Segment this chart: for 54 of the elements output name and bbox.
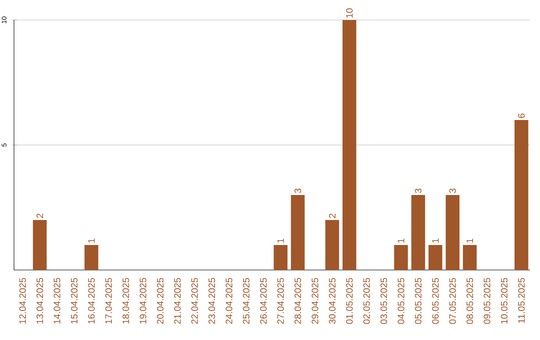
data-label: 1 [398,238,404,243]
data-label: 10 [346,8,353,18]
data-label: 3 [294,188,302,194]
x-tick-label: 23.04.2025 [208,278,216,324]
x-tick-label: 12.04.2025 [19,278,26,324]
x-tick-label: 24.04.2025 [226,278,232,324]
x-tick-label: 10.05.2025 [500,278,508,324]
x-tick-label: 08.05.2025 [466,278,474,324]
data-label: 3 [449,188,456,194]
x-tick-label: 25.04.2025 [242,278,250,324]
x-tick-label: 15.04.2025 [70,278,78,324]
bar [428,245,442,270]
bar [394,245,408,270]
x-tick-label: 16.04.2025 [88,278,95,324]
x-tick-label: 17.04.2025 [105,278,112,324]
x-tick-label: 01.05.2025 [346,278,353,324]
bar [514,120,528,270]
x-tick-label: 19.04.2025 [140,278,146,324]
data-label: 1 [432,238,439,243]
x-tick-label: 27.04.2025 [277,278,284,324]
x-tick-label: 22.04.2025 [191,278,198,324]
x-tick-label: 20.04.2025 [156,278,164,324]
data-label: 1 [277,238,284,243]
x-tick-label: 04.05.2025 [398,278,404,324]
x-tick-label: 03.05.2025 [380,278,388,324]
x-tick-label: 06.05.2025 [432,278,439,324]
x-tick-label: 07.05.2025 [449,278,456,324]
bar [32,220,47,270]
x-tick-label: 02.05.2025 [363,278,370,324]
x-tick-label: 28.04.2025 [294,278,302,324]
x-tick-label: 14.04.2025 [54,278,60,324]
x-tick-label: 13.04.2025 [36,278,44,324]
bar [446,195,460,270]
data-label: 3 [414,188,422,194]
data-label: 1 [466,238,474,243]
x-tick-label: 05.05.2025 [414,278,422,324]
data-label: 6 [518,114,525,118]
bar [411,195,426,270]
bar [325,220,340,270]
data-label: 2 [328,214,336,218]
bar [462,245,477,270]
bar [84,245,98,270]
x-tick-label: 26.04.2025 [260,278,267,324]
x-tick-label: 29.04.2025 [312,278,318,324]
bar [274,245,288,270]
bar [290,195,305,270]
x-tick-label: 30.04.2025 [328,278,336,324]
data-label: 2 [36,214,44,218]
x-tick-label: 18.04.2025 [122,278,130,324]
x-tick-label: 09.05.2025 [484,278,490,324]
x-tick-label: 11.05.2025 [518,278,525,323]
x-tick-label: 21.04.2025 [174,278,181,324]
data-label: 1 [88,238,95,243]
bar [342,20,356,270]
